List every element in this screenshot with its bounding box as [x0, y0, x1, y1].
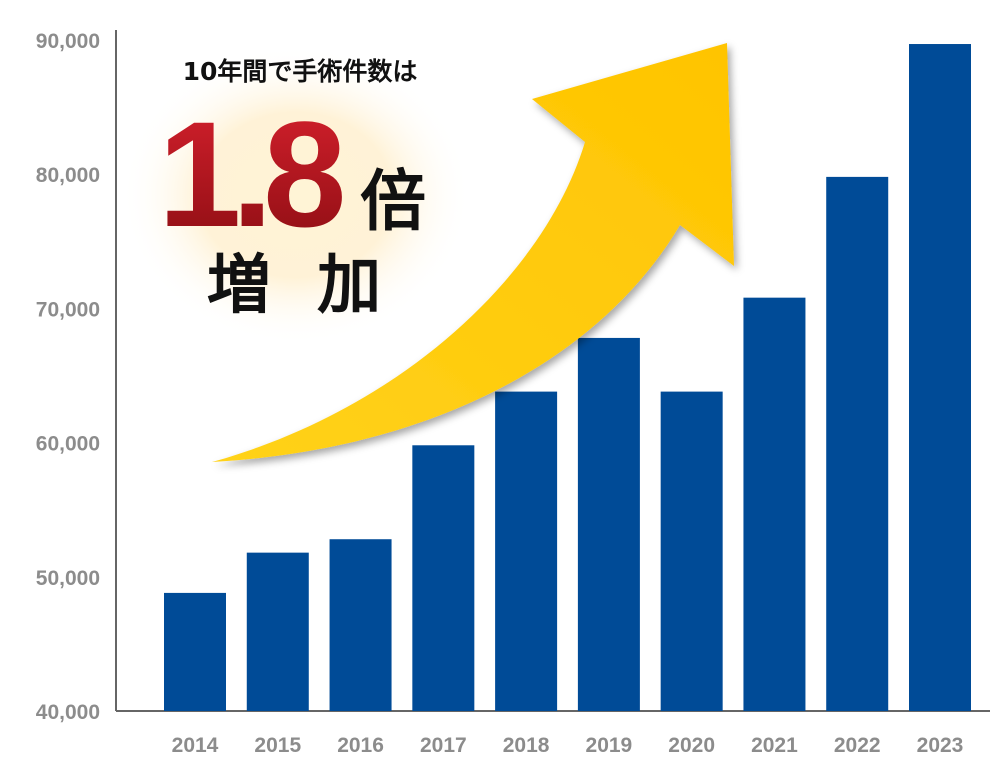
- x-tick-label: 2021: [751, 734, 798, 757]
- x-tick-labels: 2014 2015 2016 2017 2018 2019 2020 2021 2022 2023: [172, 734, 964, 757]
- rising-arrow: [212, 43, 734, 462]
- callout-line1: 10年間で手術件数は: [183, 57, 418, 86]
- bar-2019: [577, 337, 640, 711]
- bars: [164, 44, 971, 711]
- bar-2022: [826, 176, 889, 711]
- x-tick-label: 2020: [668, 734, 715, 757]
- y-tick-label: 40,000: [36, 701, 100, 724]
- bar-2015: [246, 552, 309, 711]
- x-tick-label: 2018: [503, 734, 550, 757]
- callout-glow: [121, 45, 471, 345]
- x-tick-label: 2017: [420, 734, 467, 757]
- callout-unit: 倍: [360, 163, 426, 240]
- callout-big-number: 1.8: [158, 90, 342, 258]
- y-tick-label: 90,000: [36, 30, 100, 53]
- x-tick-label: 2022: [834, 734, 881, 757]
- y-tick-label: 50,000: [36, 567, 100, 590]
- x-tick-label: 2016: [337, 734, 384, 757]
- y-tick-label: 60,000: [36, 433, 100, 456]
- x-tick-label: 2023: [917, 734, 964, 757]
- y-tick-label: 80,000: [36, 164, 100, 187]
- x-tick-label: 2014: [172, 734, 219, 757]
- bar-2014: [164, 592, 226, 711]
- bar-2017: [412, 445, 475, 711]
- x-tick-label: 2015: [254, 734, 301, 757]
- y-tick-label: 70,000: [36, 298, 100, 321]
- bar-2016: [329, 539, 392, 711]
- y-tick-labels: 40,000 50,000 60,000 70,000 80,000 90,000: [36, 30, 100, 724]
- bar-2021: [743, 297, 806, 711]
- x-tick-label: 2019: [586, 734, 633, 757]
- bar-2020: [660, 391, 723, 711]
- bar-2023: [909, 44, 971, 711]
- callout-line3: 増 加: [207, 249, 393, 323]
- bar-2018: [495, 391, 558, 711]
